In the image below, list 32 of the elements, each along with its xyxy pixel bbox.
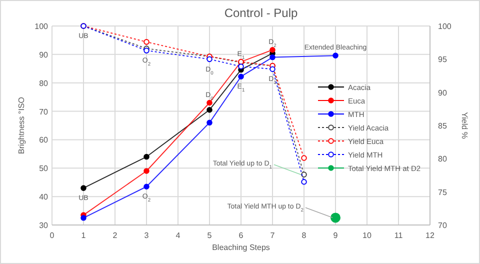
x-tick-label: 6 xyxy=(238,231,244,240)
x-tick-label: 5 xyxy=(207,231,212,240)
x-tick-label: 4 xyxy=(176,231,181,240)
y2-tick-label: 100 xyxy=(438,22,452,31)
x-axis-title: Bleaching Steps xyxy=(212,243,270,252)
x-tick-label: 1 xyxy=(81,231,86,240)
x-tick-label: 0 xyxy=(50,231,55,240)
y-tick-label: 50 xyxy=(39,164,49,174)
y-tick-label: 30 xyxy=(39,221,49,230)
y2-tick-label: 90 xyxy=(438,88,448,98)
x-tick-label: 3 xyxy=(144,231,150,240)
x-tick-label: 9 xyxy=(333,231,338,240)
y-axis-title: Brightness °ISO xyxy=(17,97,26,154)
x-tick-label: 8 xyxy=(302,231,307,240)
y2-tick-label: 70 xyxy=(438,221,448,230)
x-tick-label: 2 xyxy=(112,231,118,240)
y2-tick-label: 75 xyxy=(438,188,448,197)
y-tick-label: 60 xyxy=(39,136,49,145)
y-tick-label: 70 xyxy=(39,107,49,116)
x-tick-label: 10 xyxy=(362,231,372,240)
y-tick-label: 90 xyxy=(39,50,49,60)
y2-tick-label: 80 xyxy=(438,154,448,164)
y-tick-label: 80 xyxy=(39,78,49,88)
y-tick-label: 100 xyxy=(34,22,49,31)
x-tick-label: 12 xyxy=(426,231,435,240)
y2-axis-title: Yield % xyxy=(460,112,469,139)
chart-title: Control - Pulp xyxy=(224,6,298,20)
y2-tick-label: 85 xyxy=(438,122,448,130)
x-tick-label: 11 xyxy=(394,231,404,240)
x-tick-label: 7 xyxy=(270,231,276,240)
y2-tick-label: 95 xyxy=(438,55,448,64)
y-tick-label: 40 xyxy=(39,192,49,202)
